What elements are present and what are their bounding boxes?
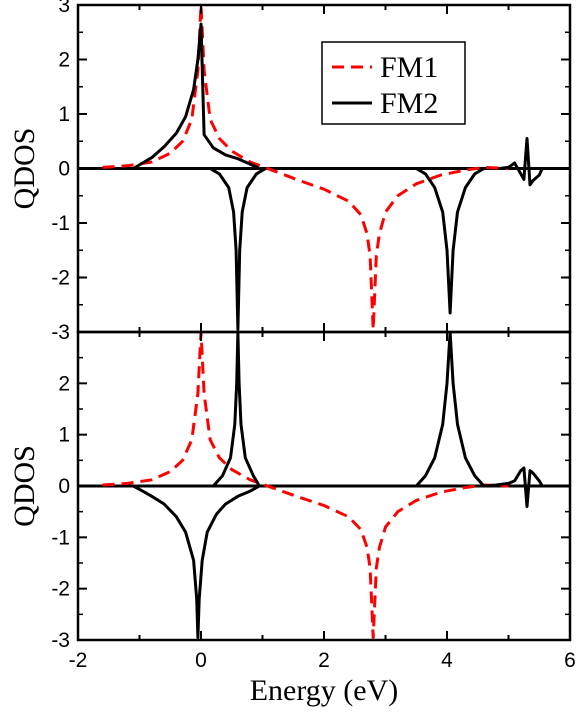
series-fm2-line-3	[415, 167, 485, 315]
series-fm2-line-2	[209, 167, 267, 331]
y-axis-title: QDOS	[8, 445, 41, 527]
series-group	[102, 5, 544, 331]
y-axis-title: QDOS	[8, 128, 41, 210]
panel-2: -3 -2 -1 0 1 2 QDOS	[8, 330, 572, 652]
series-fm2-line-2	[212, 332, 261, 487]
y-tick-label: -3	[51, 321, 70, 344]
y-tick-label: -2	[51, 578, 70, 601]
series-fm1-line-0	[102, 332, 509, 639]
y-tick-label: 3	[58, 0, 70, 17]
x-tick-label: -2	[69, 649, 88, 672]
y-tick-label: -1	[51, 212, 70, 235]
y-tick-label: 2	[58, 49, 70, 72]
x-axis-title: Energy (eV)	[250, 674, 399, 707]
x-tick-label: 4	[441, 649, 453, 672]
series-fm2-line-4	[483, 466, 544, 508]
series-fm2-line-1	[132, 22, 261, 170]
series-fm1-line-0	[102, 5, 509, 331]
x-axis: -2 0 2 4 6 Energy (eV)	[69, 649, 576, 707]
y-tick-label: 0	[58, 475, 70, 498]
y-tick-label: 1	[58, 424, 70, 447]
series-fm2-line-4	[499, 137, 544, 187]
y-tick-label: 1	[58, 103, 70, 126]
x-tick-label: 6	[564, 649, 576, 672]
y-tick-label: 0	[58, 158, 70, 181]
panel-1: -3 -2 -1 0 1 2 3 QDOS	[8, 0, 572, 344]
x-tick-label: 2	[318, 649, 330, 672]
legend-label-fm2: FM2	[380, 87, 438, 120]
legend-box	[321, 41, 466, 125]
series-fm2-line-1	[132, 484, 261, 639]
series-fm2-line-3	[415, 332, 486, 487]
series-group	[102, 332, 544, 639]
y-tick-label: 2	[58, 372, 70, 395]
plot-panels: -3 -2 -1 0 1 2 3 QDOS -3 -2 -1 0 1 2 QDOS	[8, 0, 572, 652]
y-tick-label: -2	[51, 267, 70, 290]
legend-label-fm1: FM1	[380, 51, 438, 84]
y-tick-label: -3	[51, 629, 70, 652]
x-tick-label: 0	[195, 649, 207, 672]
y-tick-label: -1	[51, 526, 70, 549]
